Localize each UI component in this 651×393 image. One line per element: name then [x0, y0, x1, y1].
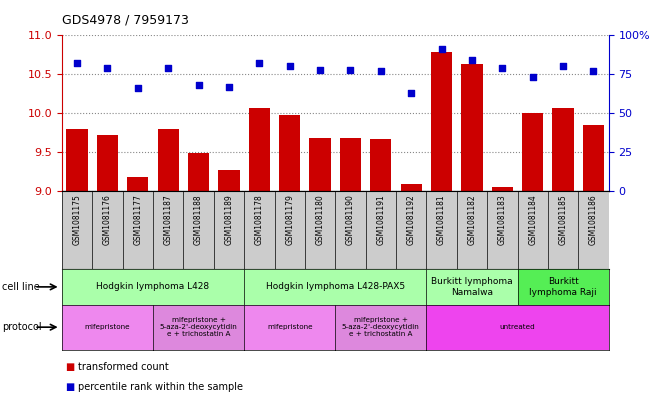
Point: [193, 82, 204, 88]
Bar: [97, 135, 118, 393]
Point: [558, 63, 568, 70]
Point: [284, 63, 295, 70]
Bar: [279, 114, 300, 393]
Bar: [309, 138, 331, 393]
Text: transformed count: transformed count: [78, 362, 169, 373]
Text: GSM1081189: GSM1081189: [225, 195, 234, 245]
Point: [254, 60, 264, 66]
Point: [497, 65, 508, 71]
Text: Burkitt
lymphoma Raji: Burkitt lymphoma Raji: [529, 277, 597, 297]
Text: GSM1081184: GSM1081184: [528, 195, 537, 245]
Text: GSM1081182: GSM1081182: [467, 195, 477, 245]
Point: [163, 65, 173, 71]
Bar: [218, 170, 240, 393]
Bar: [492, 187, 513, 393]
Text: GSM1081176: GSM1081176: [103, 195, 112, 245]
Text: GSM1081190: GSM1081190: [346, 195, 355, 245]
Text: Hodgkin lymphoma L428-PAX5: Hodgkin lymphoma L428-PAX5: [266, 283, 405, 291]
Point: [589, 68, 599, 74]
Point: [467, 57, 477, 63]
Text: percentile rank within the sample: percentile rank within the sample: [78, 382, 243, 392]
Text: GSM1081191: GSM1081191: [376, 195, 385, 245]
Point: [376, 68, 386, 74]
Text: mifepristone: mifepristone: [85, 324, 130, 330]
Bar: [400, 184, 422, 393]
Text: GSM1081177: GSM1081177: [133, 195, 143, 245]
Text: untreated: untreated: [500, 324, 535, 330]
Text: GSM1081181: GSM1081181: [437, 195, 446, 245]
Text: GSM1081178: GSM1081178: [255, 195, 264, 245]
Point: [133, 85, 143, 91]
Bar: [431, 52, 452, 393]
Text: GSM1081175: GSM1081175: [72, 195, 81, 245]
Text: GSM1081188: GSM1081188: [194, 195, 203, 245]
Bar: [522, 113, 544, 393]
Bar: [340, 138, 361, 393]
Text: ■: ■: [65, 382, 74, 392]
Text: cell line: cell line: [2, 282, 40, 292]
Text: GSM1081186: GSM1081186: [589, 195, 598, 245]
Text: protocol: protocol: [2, 322, 42, 332]
Text: ■: ■: [65, 362, 74, 373]
Text: GSM1081187: GSM1081187: [163, 195, 173, 245]
Point: [102, 65, 113, 71]
Text: GSM1081179: GSM1081179: [285, 195, 294, 245]
Text: Burkitt lymphoma
Namalwa: Burkitt lymphoma Namalwa: [431, 277, 513, 297]
Point: [436, 46, 447, 53]
Bar: [249, 108, 270, 393]
Bar: [127, 176, 148, 393]
Bar: [462, 64, 482, 393]
Bar: [66, 129, 88, 393]
Point: [315, 66, 326, 73]
Bar: [188, 153, 209, 393]
Bar: [370, 139, 391, 393]
Text: mifepristone +
5-aza-2'-deoxycytidin
e + trichostatin A: mifepristone + 5-aza-2'-deoxycytidin e +…: [159, 317, 238, 337]
Text: GSM1081180: GSM1081180: [316, 195, 325, 245]
Text: Hodgkin lymphoma L428: Hodgkin lymphoma L428: [96, 283, 210, 291]
Point: [72, 60, 82, 66]
Text: GSM1081192: GSM1081192: [407, 195, 416, 245]
Text: GSM1081183: GSM1081183: [498, 195, 507, 245]
Point: [224, 83, 234, 90]
Bar: [158, 129, 179, 393]
Bar: [553, 108, 574, 393]
Point: [345, 66, 355, 73]
Bar: [583, 125, 604, 393]
Text: GDS4978 / 7959173: GDS4978 / 7959173: [62, 14, 189, 27]
Point: [406, 90, 417, 96]
Text: mifepristone: mifepristone: [267, 324, 312, 330]
Point: [527, 74, 538, 81]
Text: GSM1081185: GSM1081185: [559, 195, 568, 245]
Text: mifepristone +
5-aza-2'-deoxycytidin
e + trichostatin A: mifepristone + 5-aza-2'-deoxycytidin e +…: [342, 317, 420, 337]
